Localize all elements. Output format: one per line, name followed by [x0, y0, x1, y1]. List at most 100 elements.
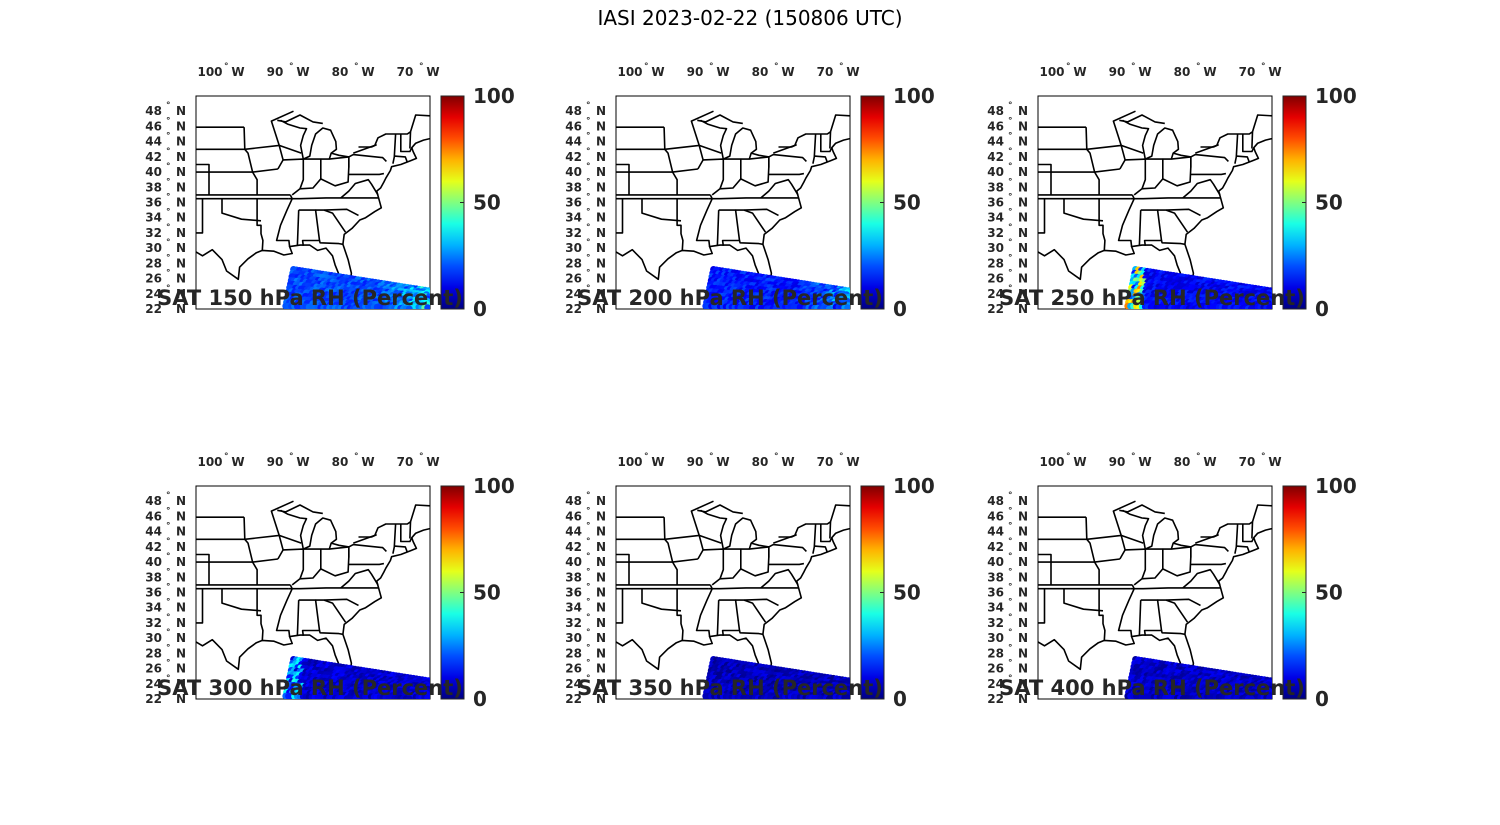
lat-tick-label: 46	[987, 509, 1004, 523]
lat-tick-label: 32	[987, 616, 1004, 630]
degree-symbol: °	[1008, 101, 1013, 111]
lat-tick-hemisphere: N	[1018, 165, 1028, 179]
degree-symbol: °	[586, 522, 591, 532]
lat-tick-label: 48	[987, 494, 1004, 508]
state-boundary	[288, 197, 379, 200]
degree-symbol: °	[166, 193, 171, 203]
lon-tick-hemisphere: W	[1073, 455, 1086, 469]
state-boundary	[1160, 240, 1186, 246]
degree-symbol: °	[1008, 299, 1013, 309]
state-boundary	[716, 210, 720, 246]
degree-symbol: °	[1008, 552, 1013, 562]
colorbar-tick-label: 50	[473, 191, 501, 215]
state-boundary	[340, 568, 379, 589]
state-boundary	[719, 548, 742, 580]
lon-tick-label: 80	[1174, 65, 1191, 79]
lat-tick-hemisphere: N	[596, 570, 606, 584]
state-boundary	[703, 158, 725, 196]
lat-tick-label: 22	[145, 302, 162, 316]
lat-tick-hemisphere: N	[596, 631, 606, 645]
lon-tick-label: 80	[752, 65, 769, 79]
lat-tick-label: 34	[565, 601, 582, 615]
lat-tick-label: 42	[145, 150, 162, 164]
lat-tick-hemisphere: N	[596, 226, 606, 240]
lat-tick-label: 28	[987, 256, 1004, 270]
degree-symbol: °	[1008, 628, 1013, 638]
lat-tick-hemisphere: N	[1018, 586, 1028, 600]
lon-tick-label: 70	[397, 455, 414, 469]
lat-tick-hemisphere: N	[176, 302, 186, 316]
lat-tick-label: 40	[565, 555, 582, 569]
state-boundary	[278, 144, 302, 154]
lat-tick-hemisphere: N	[176, 601, 186, 615]
degree-symbol: °	[1261, 452, 1266, 462]
degree-symbol: °	[1008, 162, 1013, 172]
lat-tick-label: 32	[565, 226, 582, 240]
lon-tick-hemisphere: W	[361, 65, 374, 79]
state-boundary	[722, 517, 758, 550]
state-boundary	[750, 152, 769, 158]
state-boundary	[243, 127, 258, 195]
lat-tick-hemisphere: N	[1018, 150, 1028, 164]
colorbar-tick-label: 100	[893, 474, 935, 498]
observation-swath	[282, 656, 430, 699]
lon-tick-hemisphere: W	[426, 65, 439, 79]
lat-tick-hemisphere: N	[596, 180, 606, 194]
map-panel-350hpa: 100 ° W 90 ° W 80 ° W 70 ° W 48 ° N 46 ° N 44 ° N 42 ° N 40 ° N 38 °…	[560, 450, 1000, 790]
degree-symbol: °	[166, 101, 171, 111]
state-boundary	[324, 208, 359, 217]
state-boundary	[1251, 131, 1254, 149]
state-boundary	[768, 543, 807, 558]
state-boundary	[1085, 127, 1100, 195]
degree-symbol: °	[586, 208, 591, 218]
lat-tick-hemisphere: N	[596, 494, 606, 508]
lon-tick-label: 100	[617, 65, 642, 79]
degree-symbol: °	[419, 452, 424, 462]
lon-tick-hemisphere: W	[1073, 65, 1086, 79]
lon-tick-hemisphere: W	[651, 455, 664, 469]
lon-tick-label: 90	[1109, 65, 1126, 79]
state-boundary	[221, 588, 262, 612]
degree-symbol: °	[1008, 674, 1013, 684]
lat-tick-label: 22	[987, 692, 1004, 706]
state-boundary	[760, 568, 799, 589]
degree-symbol: °	[166, 284, 171, 294]
state-boundary	[1182, 568, 1221, 589]
state-boundary	[1125, 158, 1147, 196]
state-boundary	[1236, 155, 1251, 163]
lon-tick-hemisphere: W	[781, 455, 794, 469]
degree-symbol: °	[1261, 62, 1266, 72]
lat-tick-label: 38	[145, 180, 162, 194]
state-boundary	[299, 158, 322, 190]
lat-tick-hemisphere: N	[1018, 241, 1028, 255]
lat-tick-label: 40	[987, 165, 1004, 179]
lat-tick-label: 30	[145, 241, 162, 255]
degree-symbol: °	[1008, 522, 1013, 532]
state-boundary	[750, 542, 769, 548]
degree-symbol: °	[586, 284, 591, 294]
degree-symbol: °	[774, 452, 779, 462]
lon-tick-hemisphere: W	[231, 455, 244, 469]
lat-tick-hemisphere: N	[176, 119, 186, 133]
colorbar-tick-label: 0	[893, 297, 907, 321]
lat-tick-hemisphere: N	[1018, 509, 1028, 523]
obs-point	[1247, 305, 1255, 309]
lat-tick-label: 44	[145, 135, 162, 149]
lat-tick-hemisphere: N	[176, 165, 186, 179]
lat-tick-hemisphere: N	[1018, 287, 1028, 301]
state-boundary	[773, 114, 850, 154]
state-boundary	[275, 194, 293, 247]
degree-symbol: °	[586, 537, 591, 547]
map-panel-400hpa: 100 ° W 90 ° W 80 ° W 70 ° W 48 ° N 46 ° N 44 ° N 42 ° N 40 ° N 38 °…	[982, 450, 1422, 790]
state-boundary	[1130, 197, 1221, 200]
map-content	[616, 500, 850, 699]
lat-tick-hemisphere: N	[596, 601, 606, 615]
lat-tick-label: 38	[565, 180, 582, 194]
lat-tick-hemisphere: N	[176, 135, 186, 149]
map-panel-svg: 100 ° W 90 ° W 80 ° W 70 ° W48 ° N46 ° N44 ° N42 ° N40 ° N38 °…	[145, 452, 514, 711]
lat-tick-hemisphere: N	[596, 646, 606, 660]
observation-swath	[702, 656, 850, 699]
lat-tick-label: 28	[145, 646, 162, 660]
degree-symbol: °	[1008, 506, 1013, 516]
lon-tick-hemisphere: W	[296, 455, 309, 469]
